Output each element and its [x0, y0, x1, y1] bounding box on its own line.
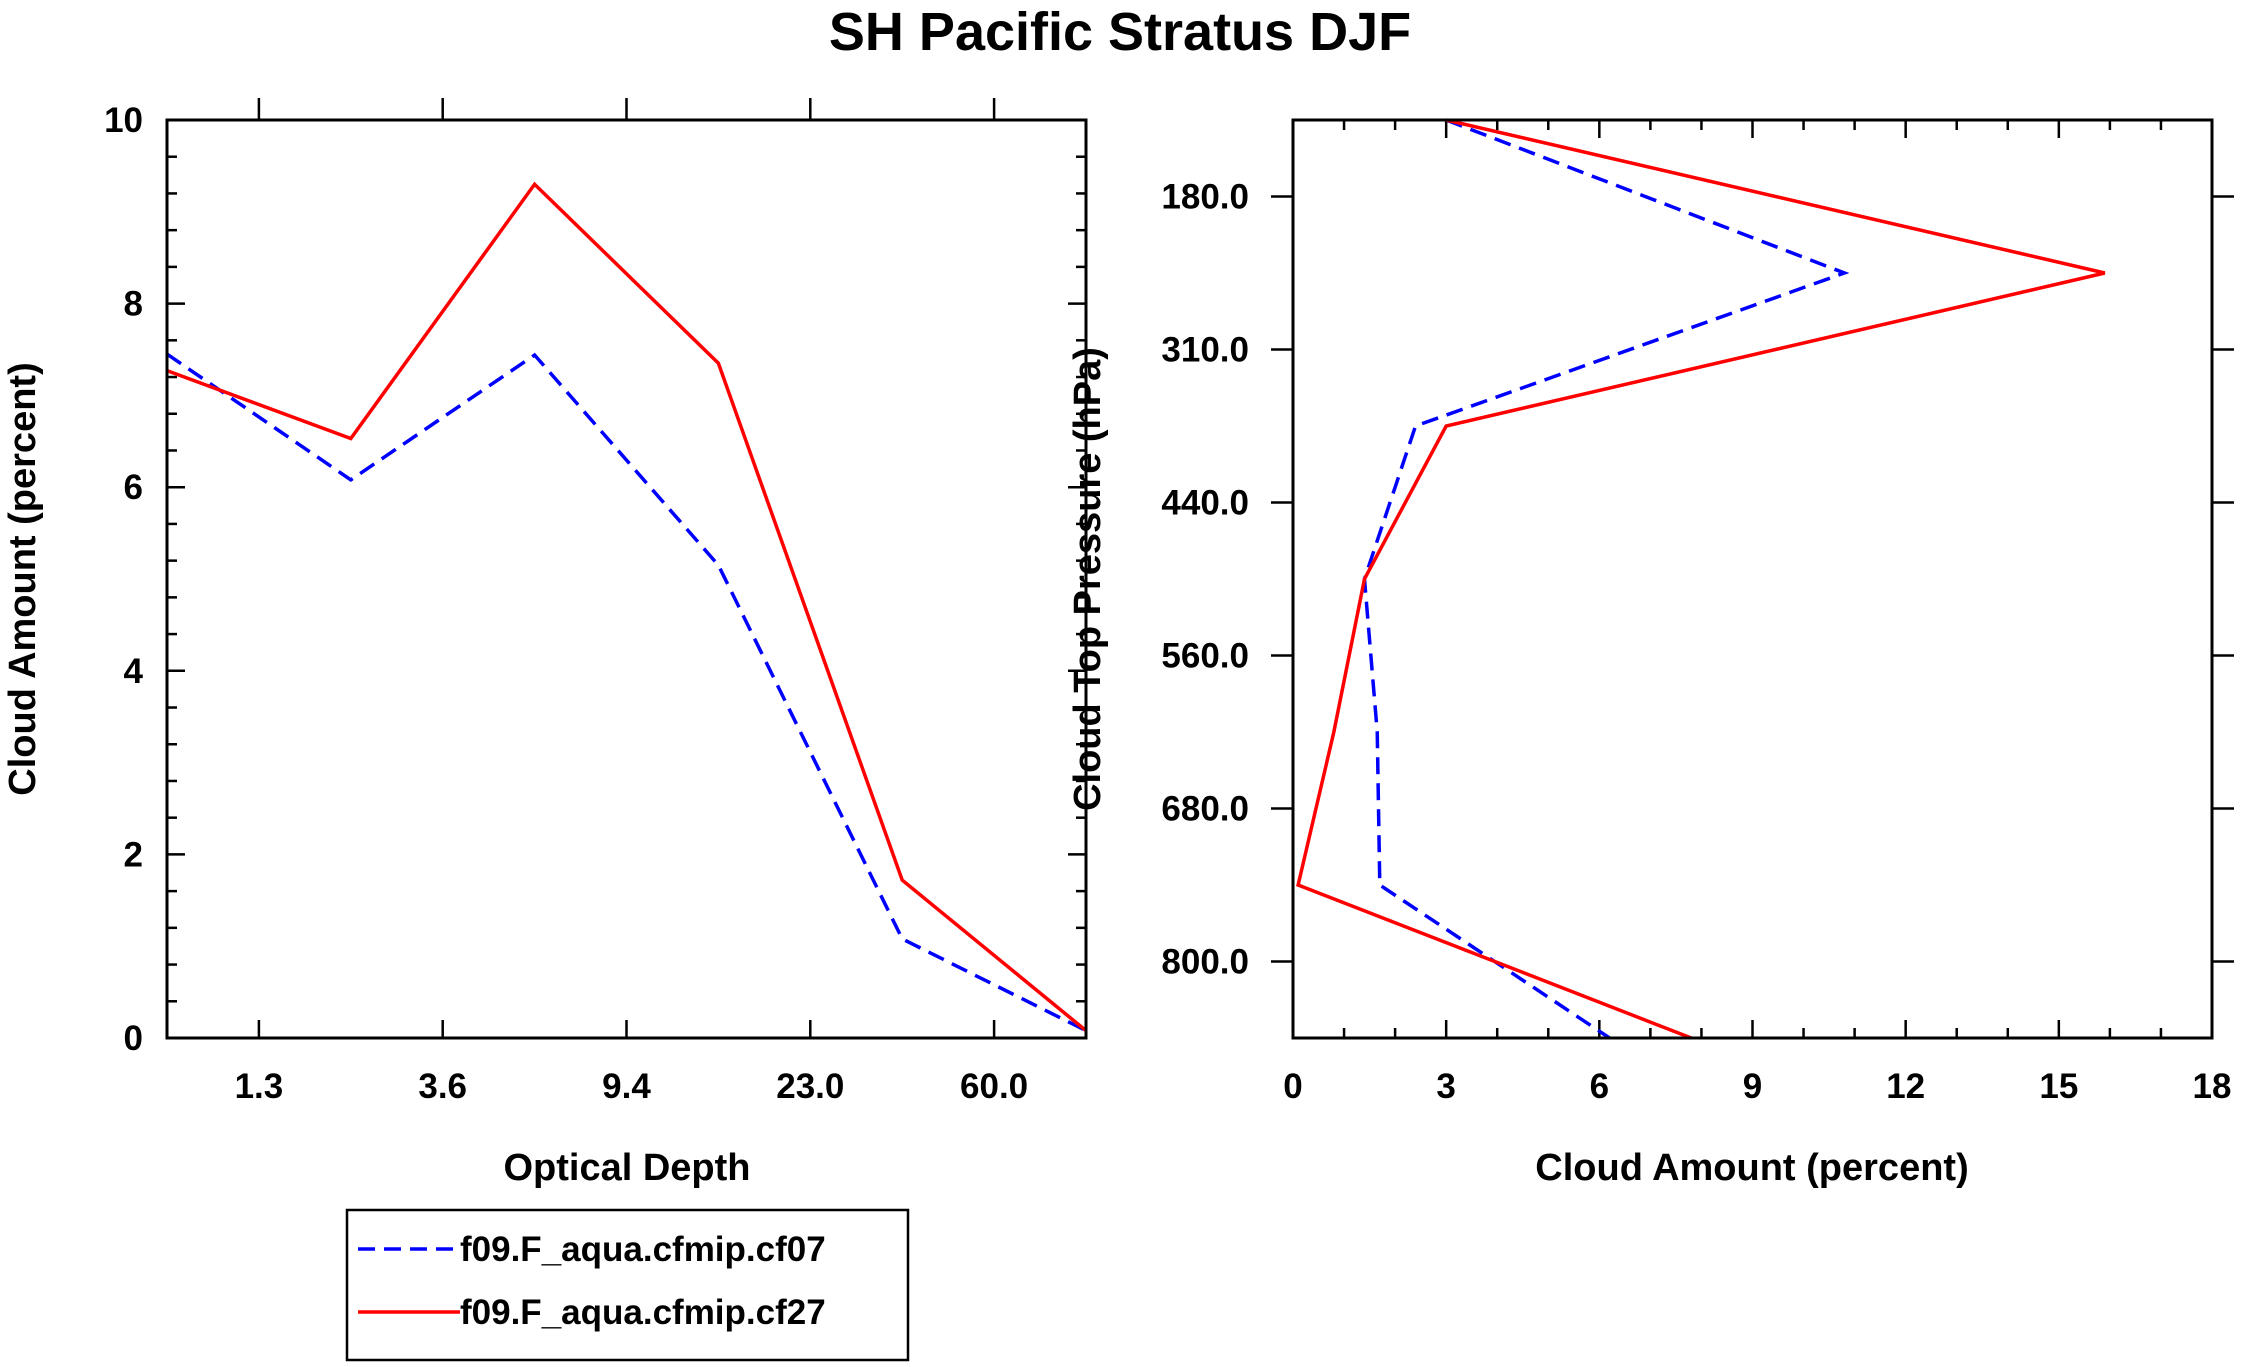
- left-y-tick-label: 10: [104, 101, 143, 140]
- left-y-tick-label: 6: [124, 468, 143, 507]
- right-y-tick-label: 440.0: [1161, 484, 1249, 523]
- right-y-tick-label: 800.0: [1161, 943, 1249, 982]
- right-x-tick-label: 6: [1590, 1067, 1609, 1106]
- right-gridlines-and-ticks: [1271, 120, 2234, 1038]
- left-series-line-1: [166, 352, 1087, 1033]
- left-y-tick-label: 8: [124, 285, 143, 324]
- left-x-tick-label: 9.4: [602, 1067, 651, 1106]
- left-plot-frame: [165, 118, 1088, 1040]
- right-y-tick-label: 180.0: [1161, 178, 1249, 217]
- right-y-tick-label: 680.0: [1161, 790, 1249, 829]
- left-series-line-2: [166, 181, 1088, 1033]
- right-y-tick-labels: 180.0 310.0 440.0 560.0 680.0 800.0: [1161, 178, 1249, 982]
- left-y-tick-label: 2: [124, 835, 143, 874]
- left-x-tick-labels: 1.3 3.6 9.4 23.0 60.0: [235, 1067, 1029, 1106]
- legend-label-cf27: f09.F_aqua.cfmip.cf27: [460, 1293, 826, 1332]
- right-x-tick-label: 9: [1743, 1067, 1762, 1106]
- left-x-tick-label: 1.3: [235, 1067, 284, 1106]
- right-x-tick-label: 15: [2039, 1067, 2078, 1106]
- left-x-tick-label: 23.0: [776, 1067, 844, 1106]
- left-y-tick-label: 4: [124, 652, 144, 691]
- right-x-tick-label: 0: [1283, 1067, 1302, 1106]
- legend-box: [345, 1208, 910, 1362]
- right-plot-frame: [1291, 118, 2214, 1040]
- right-x-tick-labels: 0 3 6 9 12 15 18: [1283, 1067, 2231, 1106]
- right-y-tick-label: 310.0: [1161, 331, 1249, 370]
- right-series-lines: [1296, 118, 2106, 1040]
- left-gridlines-and-ticks: [167, 98, 1086, 1040]
- right-x-tick-label: 3: [1436, 1067, 1455, 1106]
- left-x-tick-label: 60.0: [960, 1067, 1028, 1106]
- legend: f09.F_aqua.cfmip.cf07 f09.F_aqua.cfmip.c…: [345, 1208, 910, 1362]
- left-x-tick-label: 3.6: [418, 1067, 467, 1106]
- right-y-axis-label: Cloud Top Pressure (hPa): [1067, 347, 1109, 811]
- right-series-line-1: [1362, 118, 1850, 1040]
- right-y-tick-label: 560.0: [1161, 637, 1249, 676]
- left-y-axis-label: Cloud Amount (percent): [2, 362, 44, 795]
- legend-label-cf07: f09.F_aqua.cfmip.cf07: [460, 1230, 826, 1269]
- left-y-tick-labels: 0 2 4 6 8 10: [104, 101, 143, 1058]
- right-x-axis-label: Cloud Amount (percent): [1535, 1147, 1968, 1189]
- right-series-line-2: [1296, 118, 2106, 1040]
- left-series-lines: [166, 181, 1088, 1033]
- right-chart: 180.0 310.0 440.0 560.0 680.0 800.0 0 3 6 9 12 15 1…: [1067, 118, 2234, 1189]
- right-x-tick-label: 12: [1886, 1067, 1925, 1106]
- right-x-tick-label: 18: [2193, 1067, 2232, 1106]
- chart-title: SH Pacific Stratus DJF: [829, 2, 1411, 62]
- left-x-axis-label: Optical Depth: [503, 1147, 750, 1189]
- left-y-tick-label: 0: [124, 1019, 143, 1058]
